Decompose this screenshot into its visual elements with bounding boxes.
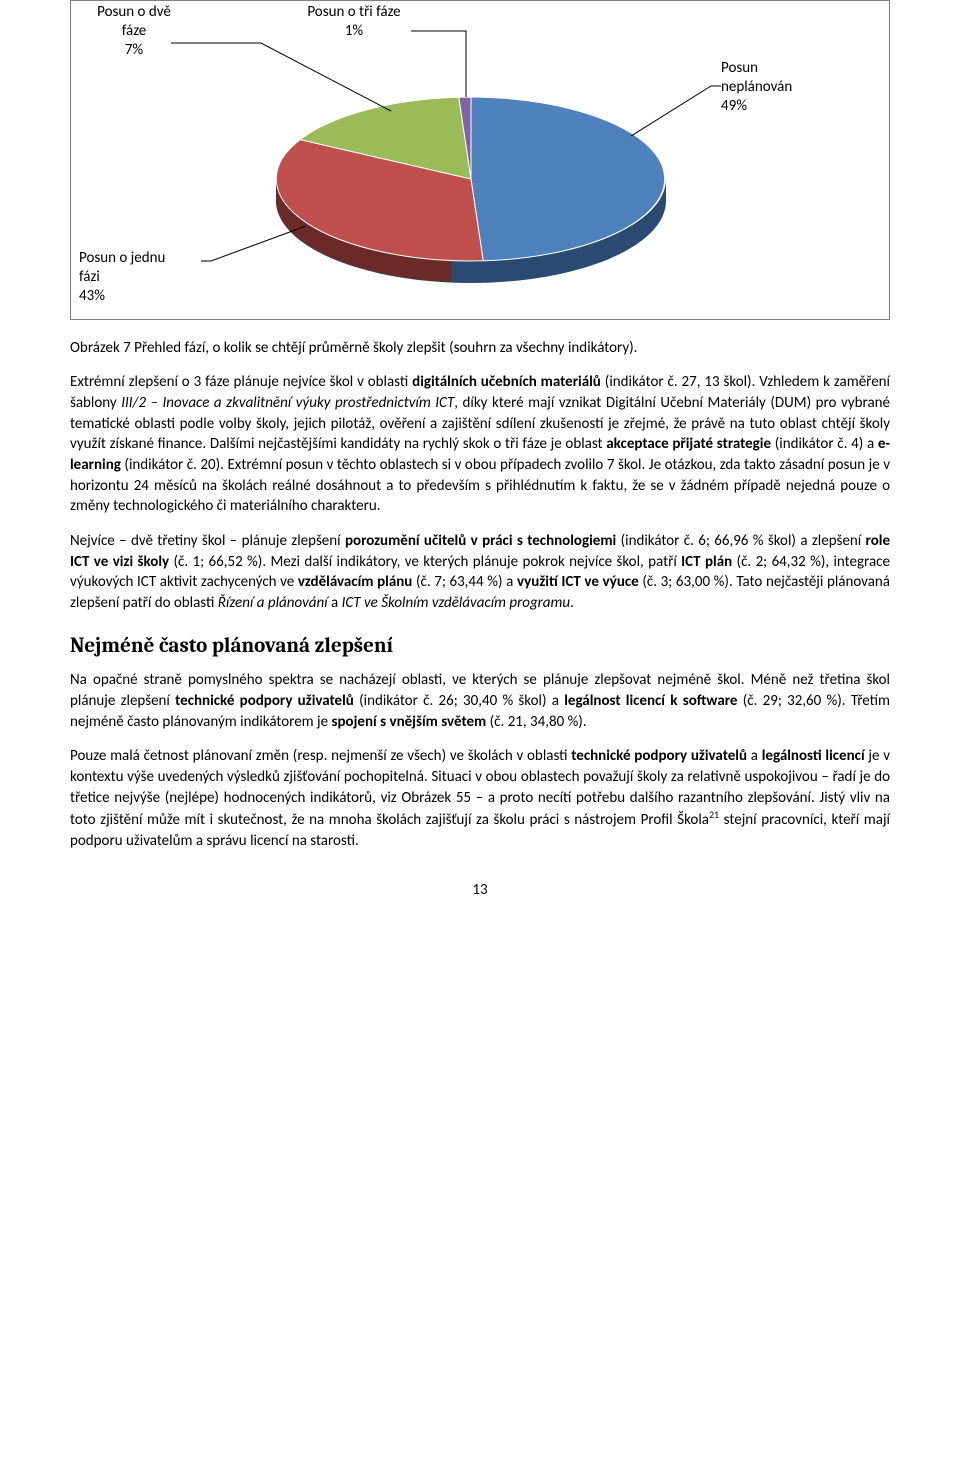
bold-text: vzdělávacím plánu [298,573,412,591]
bold-text: využití ICT ve výuce [517,573,639,591]
bold-text: spojení s vnějším světem [332,713,487,731]
text: (indikátor č. 26; 30,40 % škol) a [354,692,564,710]
bold-text: legálnost licencí k software [564,692,737,710]
footnote-ref: 21 [709,808,719,821]
bold-text: ICT plán [681,553,732,571]
label-text: neplánován [721,78,792,96]
label-text: Posun [721,59,758,77]
label-text: fázi [79,268,100,286]
text: . [570,594,574,612]
text: a [747,747,762,765]
paragraph-1: Extrémní zlepšení o 3 fáze plánuje nejví… [70,372,890,517]
text: Nejvíce – dvě třetiny škol – plánuje zle… [70,532,345,550]
bold-text: technické podpory uživatelů [571,747,747,765]
label-text: 7% [125,41,143,59]
label-text: Posun o jednu [79,249,165,267]
text: a [328,594,342,612]
label-text: 1% [345,22,363,40]
pie-label-two-phase: Posun o dvě fáze 7% [79,3,189,59]
italic-text: III/2 – Inovace a zkvalitnění výuky pros… [121,394,454,412]
section-heading: Nejméně často plánovaná zlepšení [70,632,890,660]
text: (č. 7; 63,44 %) a [412,573,517,591]
bold-text: digitálních učebních materiálů [412,373,601,391]
label-text: 43% [79,287,105,305]
text: Extrémní zlepšení o 3 fáze plánuje nejví… [70,373,412,391]
pie-label-three-phase: Posun o tři fáze 1% [289,3,419,41]
bold-text: technické podpory uživatelů [175,692,354,710]
pie-label-not-planned: Posun neplánován 49% [721,59,831,115]
pie-label-one-phase: Posun o jednu fázi 43% [79,249,209,305]
label-text: 49% [721,97,747,115]
text: Pouze malá četnost plánovaní změn (resp.… [70,747,571,765]
label-text: Posun o dvě [97,3,171,21]
paragraph-3: Na opačné straně pomyslného spektra se n… [70,670,890,732]
italic-text: ICT ve Školním vzdělávacím programu [342,594,571,612]
pie-chart-container: Posun o dvě fáze 7% Posun o tři fáze 1% … [70,0,890,320]
text: (indikátor č. 4) a [771,435,878,453]
figure-caption: Obrázek 7 Přehled fází, o kolik se chtěj… [70,338,890,358]
text: (indikátor č. 20). Extrémní posun v těch… [70,456,890,515]
label-text: fáze [122,22,147,40]
bold-text: akceptace přijaté strategie [606,435,771,453]
paragraph-2: Nejvíce – dvě třetiny škol – plánuje zle… [70,531,890,614]
page-number: 13 [70,880,890,900]
paragraph-4: Pouze malá četnost plánovaní změn (resp.… [70,746,890,851]
text: (č. 21, 34,80 %). [486,713,586,731]
text: (indikátor č. 6; 66,96 % škol) a zlepšen… [616,532,865,550]
bold-text: legálnosti licencí [762,747,865,765]
italic-text: Řízení a plánování [218,594,328,612]
text: (č. 1; 66,52 %). Mezi další indikátory, … [169,553,681,571]
bold-text: porozumění učitelů v práci s technologie… [345,532,616,550]
label-text: Posun o tři fáze [307,3,400,21]
